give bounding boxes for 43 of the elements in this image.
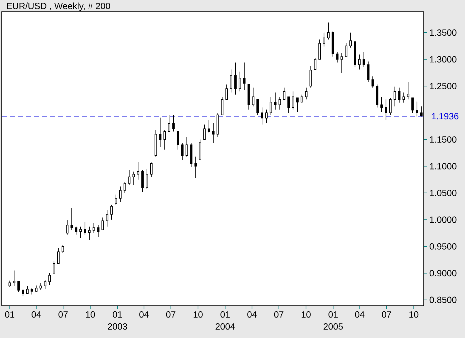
candlestick	[274, 92, 277, 110]
y-tick-label: 1.3500	[430, 30, 457, 36]
candlestick	[97, 224, 100, 238]
x-tick-label: 10	[410, 312, 419, 318]
chart-title: EUR/USD , Weekly, # 200	[7, 2, 110, 12]
x-tick-label: 10	[194, 312, 203, 318]
candlestick	[154, 130, 158, 158]
candlestick	[40, 282, 42, 291]
x-tick-label: 07	[58, 312, 68, 318]
y-tick-label: 1.0500	[430, 190, 457, 196]
x-tick-label: 10	[86, 312, 96, 318]
ref-line-label: 1.1936	[432, 113, 459, 120]
x-tick-label: 07	[166, 312, 176, 318]
y-tick-label: 0.9000	[430, 270, 457, 277]
y-tick-label: 1.2500	[430, 83, 457, 90]
x-tick-label: 04	[32, 312, 42, 318]
x-tick-label: 01	[220, 312, 230, 318]
x-tick-label: 07	[382, 312, 392, 318]
x-tick-label: 04	[140, 312, 149, 318]
candlestick	[305, 88, 308, 100]
candlestick	[402, 92, 406, 104]
y-tick-label: 1.0000	[430, 216, 457, 224]
candlestick	[340, 52, 344, 74]
text: 2004	[216, 324, 236, 330]
x-tick-label: 01	[5, 312, 15, 318]
candlestick	[8, 280, 12, 288]
candlestick	[372, 76, 374, 88]
x-tick-label: 01	[328, 312, 338, 318]
x-tick-label: 10	[302, 312, 311, 318]
y-tick-label: 1.1500	[430, 136, 457, 143]
candlestick	[124, 182, 126, 194]
candlestick	[70, 208, 74, 230]
text: 2003	[108, 324, 128, 330]
y-tick-label: 0.8500	[430, 296, 457, 304]
y-tick-label: 1.3000	[430, 56, 457, 63]
text: 2005	[324, 324, 344, 330]
candlestick	[252, 88, 255, 107]
y-tick-label: 1.1000	[430, 163, 457, 170]
x-tick-label: 01	[113, 312, 122, 318]
x-tick-label: 04	[355, 312, 365, 318]
y-tick-label: 0.9500	[430, 243, 457, 250]
x-tick-label: 04	[248, 312, 257, 318]
x-tick-label: 07	[274, 312, 284, 318]
